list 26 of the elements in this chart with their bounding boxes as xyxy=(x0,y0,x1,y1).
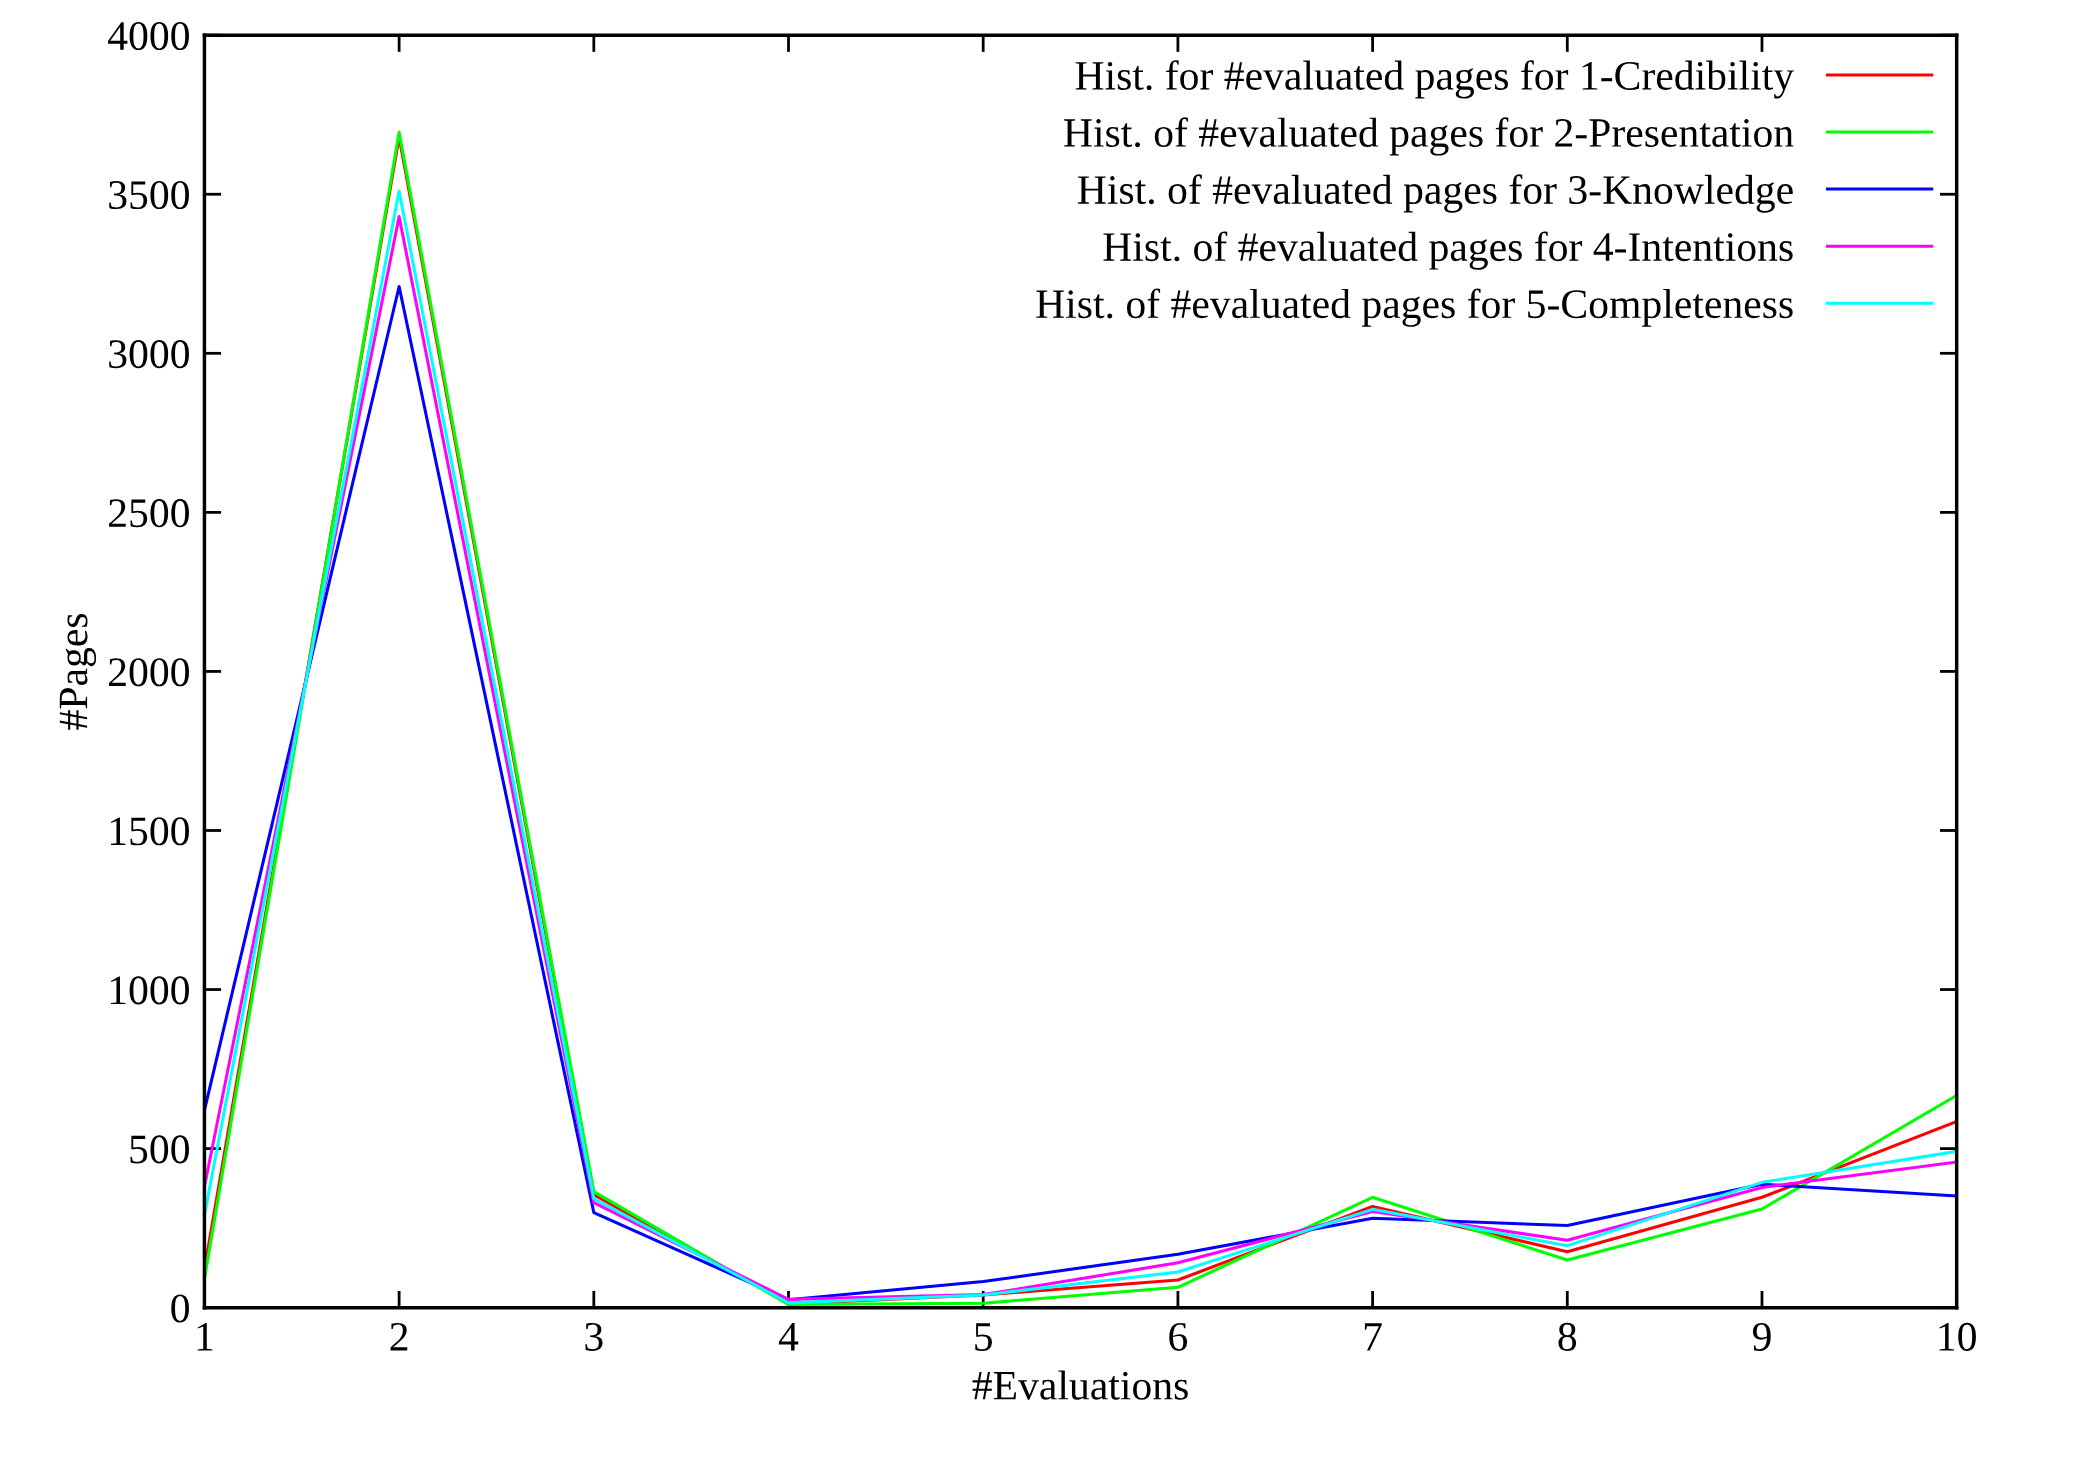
legend-label: Hist. for #evaluated pages for 1-Credibility xyxy=(1075,60,1794,99)
x-tick-label: 6 xyxy=(1169,1322,1188,1351)
x-tick-label: 3 xyxy=(585,1322,603,1351)
x-tick-label: 7 xyxy=(1364,1323,1382,1351)
y-tick-label: 0 xyxy=(171,1294,189,1323)
x-tick-label: 10 xyxy=(1939,1322,1976,1351)
y-tick-label: 3500 xyxy=(109,180,189,210)
x-tick-label: 5 xyxy=(975,1323,992,1351)
x-axis-title: #Evaluations xyxy=(972,1370,1188,1400)
y-axis-title: #Pages xyxy=(59,613,97,730)
y-tick-label: 3000 xyxy=(109,340,189,369)
legend-label: Hist. of #evaluated pages for 4-Intentions xyxy=(1103,231,1793,270)
y-tick-label: 2000 xyxy=(109,658,189,687)
y-tick-label: 500 xyxy=(130,1135,189,1164)
x-tick-label: 8 xyxy=(1558,1322,1577,1351)
y-tick-label: 2500 xyxy=(109,499,189,528)
legend-label: Hist. of #evaluated pages for 5-Completeness xyxy=(1036,288,1793,327)
y-tick-label: 1000 xyxy=(110,976,189,1005)
x-tick-label: 2 xyxy=(390,1322,408,1351)
x-tick-label: 1 xyxy=(197,1322,213,1351)
legend-label: Hist. of #evaluated pages for 3-Knowledge xyxy=(1077,174,1793,213)
y-tick-label: 1500 xyxy=(110,817,189,846)
legend-label: Hist. of #evaluated pages for 2-Presentation xyxy=(1064,117,1794,156)
x-tick-label: 4 xyxy=(778,1323,799,1351)
x-tick-label: 9 xyxy=(1752,1322,1771,1351)
y-tick-label: 4000 xyxy=(108,21,189,51)
